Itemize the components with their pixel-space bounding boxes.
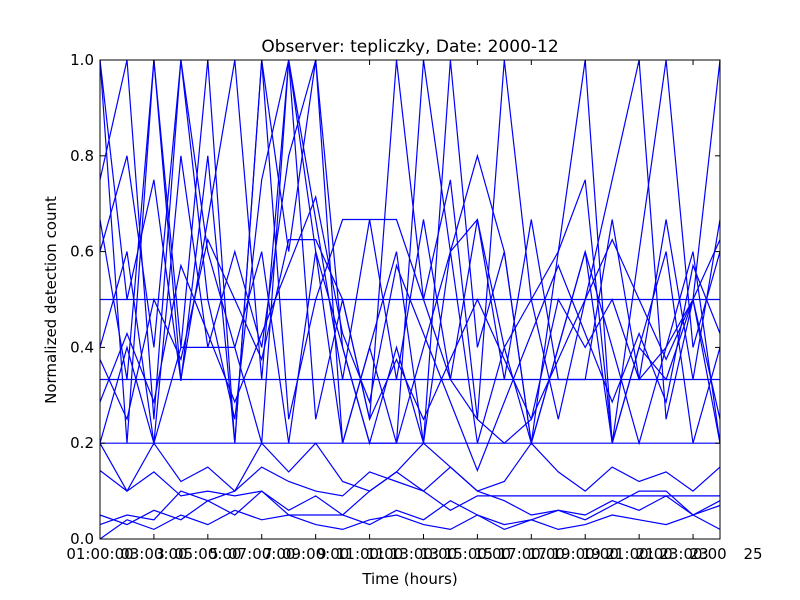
x-axis-label: Time (hours) [361, 570, 457, 588]
x-tick-label: 15:00:00 [444, 545, 511, 563]
x-tick-label: 13:00:00 [390, 545, 457, 563]
x-tick-label-overlap: 7 [263, 545, 273, 563]
x-tick-label: 23:00:00 [659, 545, 726, 563]
y-axis-label: Normalized detection count [42, 196, 60, 404]
x-tick-label: 19:00:00 [552, 545, 619, 563]
y-tick-label: 0.6 [70, 243, 94, 261]
x-tick-label: 11:00:00 [336, 545, 403, 563]
x-tick-label-overlap: 5 [209, 545, 219, 563]
series-line-17 [99, 179, 721, 446]
x-tick-label: 21:00:00 [605, 545, 672, 563]
y-tick-label: 0.8 [70, 147, 94, 165]
plot-frame [99, 59, 721, 540]
x-tick-label: 07:00:00 [228, 545, 295, 563]
x-tick-label-overlap: 23 [690, 545, 709, 563]
series-layer [99, 59, 721, 540]
x-tick-label: 03:00:00 [120, 545, 187, 563]
y-tick-label: 1.0 [70, 51, 94, 69]
series-line-9 [99, 237, 721, 422]
x-tick-label-overlap: 19 [582, 545, 601, 563]
series-line-12 [99, 466, 721, 526]
x-tick-label: 09:00:00 [282, 545, 349, 563]
x-tick-label: 01:00:00 [66, 545, 133, 563]
series-line-11 [99, 490, 721, 531]
x-axis: 01:00:00 303:00:00 505:00:00 707:00:00 909:0… [66, 60, 763, 563]
x-tick-label-overlap: 3 [155, 545, 165, 563]
series-line-14 [99, 442, 720, 516]
y-axis: 0.0 0.2 0.4 0.6 0.8 1.0 [70, 51, 720, 548]
x-tick-label-overlap: 17 [528, 545, 547, 563]
x-tick-label: 05:00:00 [174, 545, 241, 563]
x-tick-label-overlap: 11 [366, 545, 385, 563]
series-line-4 [99, 59, 721, 444]
x-tick-label-overlap: 21 [636, 545, 655, 563]
y-tick-label: 0.0 [70, 530, 94, 548]
x-tick-label-overlap: 9 [317, 545, 327, 563]
x-tick-label-overlap: 15 [474, 545, 493, 563]
series-line-13 [99, 509, 721, 540]
chart-title: Observer: tepliczky, Date: 2000-12 [261, 37, 558, 57]
series-line-8 [99, 194, 721, 473]
y-tick-label: 0.4 [70, 338, 94, 356]
series-line-10 [99, 442, 721, 493]
y-tick-label: 0.2 [70, 434, 94, 452]
x-tick-label: 17:00:00 [498, 545, 565, 563]
x-tick-label-overlap: 13 [420, 545, 439, 563]
x-tick-label-overlap: 25 [743, 545, 762, 563]
